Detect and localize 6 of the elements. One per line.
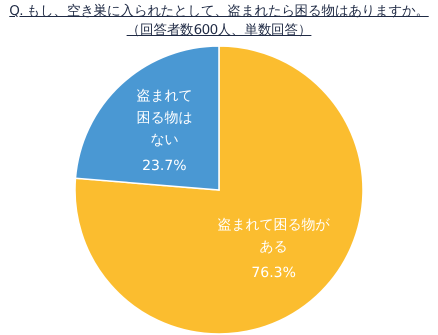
data-label: 23.7% bbox=[141, 156, 188, 176]
slice-label: 盗まれて困る物はない bbox=[135, 86, 194, 150]
slice-label: 盗まれて困る物がある bbox=[216, 216, 331, 258]
data-label: 76.3% bbox=[250, 264, 297, 284]
chart-title: Q. もし、空き巣に入られたとして、盗まれたら困る物はありますか。 bbox=[9, 3, 429, 19]
chart-subtitle: （回答者数600人、単数回答） bbox=[126, 22, 312, 38]
